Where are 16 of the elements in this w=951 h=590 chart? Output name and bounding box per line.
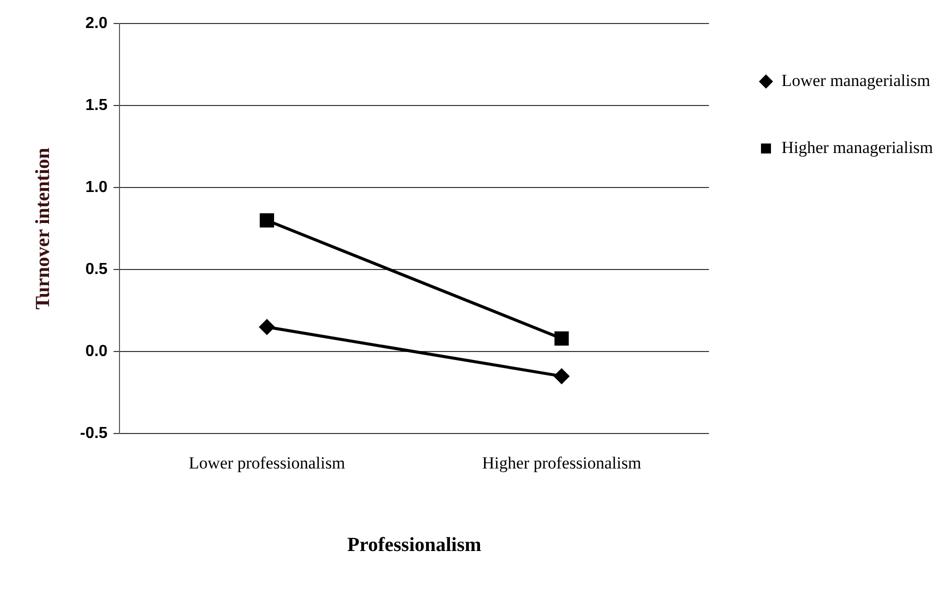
y-tick-label: 1.0 <box>85 179 108 196</box>
y-tick-label: -0.5 <box>80 425 108 442</box>
y-tick-label: 0.5 <box>85 261 108 278</box>
x-axis-title: Professionalism <box>347 534 482 556</box>
point <box>554 331 569 346</box>
point <box>259 320 274 334</box>
point <box>554 368 570 384</box>
y-axis-title: Turnover intention <box>32 148 54 310</box>
x-tick-label: Lower professionalism <box>188 453 346 472</box>
legend-label: Lower managerialism <box>781 70 930 90</box>
x-tick-label: Higher professionalism <box>482 453 642 472</box>
y-tick-label: 2.0 <box>85 15 108 32</box>
legend-label: Higher managerialism <box>781 138 933 157</box>
point <box>260 213 274 228</box>
y-tick-label: 1.5 <box>85 97 108 114</box>
y-tick-label: 0.0 <box>85 343 108 360</box>
